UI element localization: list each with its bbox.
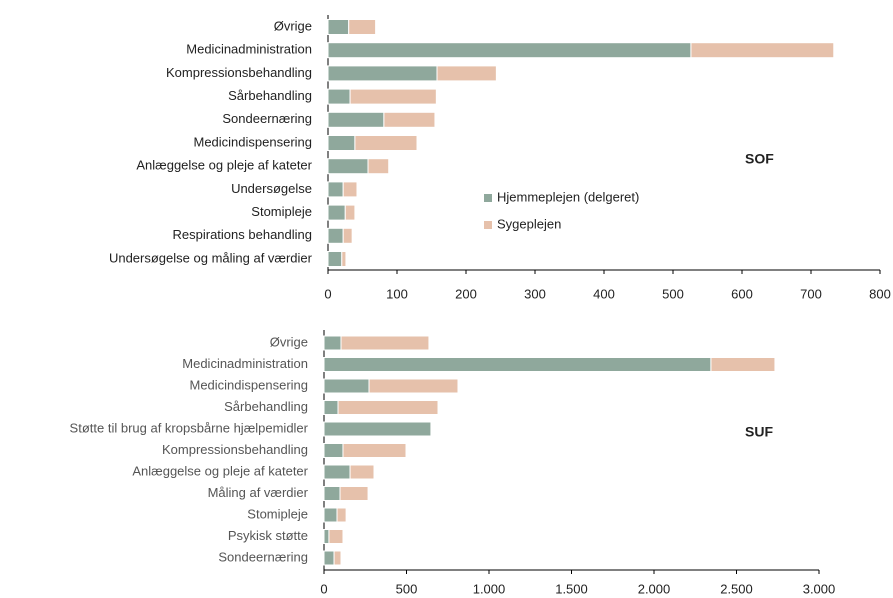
bar-segment	[341, 251, 347, 267]
bar-segment	[336, 507, 347, 523]
category-label: Øvrige	[270, 334, 308, 349]
bar-segment	[333, 550, 342, 566]
bar-segment	[323, 400, 339, 415]
x-tick-label: 800	[869, 286, 891, 301]
bar-chart: 0 500 1.000 1.500 2.000 2.500 3.000 Øvrige Medic…	[70, 330, 836, 596]
category-label: Støtte til brug af kropsbårne hjælpemidl…	[70, 420, 309, 435]
bar-segment	[327, 158, 369, 175]
x-tick-label: 1.000	[473, 581, 506, 596]
bar-segment	[323, 529, 330, 544]
bar-segment	[690, 42, 835, 59]
bar-chart: 0 100 200 300 400 500 600 700 800 Øvrige Medicinad…	[109, 15, 891, 301]
bar-segment	[327, 65, 438, 82]
bar-segment	[436, 65, 497, 82]
bar-segment	[327, 227, 344, 244]
bar-segment	[327, 88, 351, 105]
x-tick-label: 300	[524, 286, 546, 301]
legend-swatch	[484, 221, 492, 229]
category-label: Sondeernæring	[222, 111, 312, 126]
bar-segment	[368, 378, 459, 394]
x-tick-label: 0	[320, 581, 327, 596]
category-label: Sondeernæring	[218, 549, 308, 564]
category-label: Undersøgelse og måling af værdier	[109, 250, 313, 265]
bar-segment	[323, 357, 712, 372]
bar-segment	[342, 181, 358, 198]
bar-segment	[349, 88, 437, 105]
category-label: Kompressionsbehandling	[166, 65, 312, 80]
bar-segment	[710, 357, 776, 372]
category-label: Medicindispensering	[193, 134, 312, 149]
bar-segment	[323, 486, 341, 501]
x-tick-label: 500	[396, 581, 418, 596]
category-label: Anlæggelse og pleje af kateter	[132, 463, 308, 478]
category-label: Respirations behandling	[173, 227, 312, 242]
bar-segment	[327, 19, 350, 35]
category-label: Sårbehandling	[224, 399, 308, 414]
annotation: SOF	[745, 151, 774, 167]
category-label: Kompressionsbehandling	[162, 442, 308, 457]
bar-segment	[323, 507, 338, 523]
bar-segment	[342, 227, 353, 244]
category-label: Undersøgelse	[231, 181, 312, 196]
x-tick-label: 2.000	[638, 581, 671, 596]
x-tick-label: 3.000	[803, 581, 836, 596]
bar-segment	[354, 135, 418, 151]
bar-segment	[383, 111, 436, 128]
bar-segment	[328, 529, 344, 544]
bar-segment	[323, 378, 370, 394]
x-tick-label: 600	[731, 286, 753, 301]
x-tick-label: 700	[800, 286, 822, 301]
bar-segment	[327, 135, 356, 151]
x-tick-label: 500	[662, 286, 684, 301]
bar-segment	[342, 443, 407, 458]
category-label: Medicindispensering	[189, 377, 308, 392]
legend-label: Hjemmeplejen (delgeret)	[497, 189, 639, 204]
category-label: Måling af værdier	[208, 485, 309, 500]
legend-swatch	[484, 194, 492, 202]
bar-segment	[323, 443, 344, 458]
bar-segment	[344, 204, 356, 221]
category-label: Stomipleje	[251, 204, 312, 219]
bar-segment	[323, 421, 432, 437]
bar-segment	[337, 400, 439, 415]
bar-segment	[323, 550, 335, 566]
bar-segment	[349, 464, 375, 480]
x-tick-label: 1.500	[555, 581, 588, 596]
bar-segment	[367, 158, 390, 175]
bar-segment	[327, 251, 343, 267]
category-label: Stomipleje	[247, 506, 308, 521]
x-tick-label: 200	[455, 286, 477, 301]
category-label: Medicinadministration	[182, 356, 308, 371]
category-label: Sårbehandling	[228, 88, 312, 103]
x-tick-label: 100	[386, 286, 408, 301]
bar-segment	[327, 181, 344, 198]
bar-segment	[339, 486, 369, 501]
category-label: Anlæggelse og pleje af kateter	[136, 158, 312, 173]
annotation: SUF	[745, 424, 773, 440]
x-tick-label: 400	[593, 286, 615, 301]
bar-segment	[323, 335, 342, 351]
bar-segment	[327, 204, 346, 221]
category-label: Psykisk støtte	[228, 528, 308, 543]
bar-segment	[348, 19, 377, 35]
bar-segment	[327, 42, 692, 59]
bar-segment	[327, 111, 385, 128]
legend-label: Sygeplejen	[497, 216, 561, 231]
bar-segment	[323, 464, 351, 480]
category-label: Øvrige	[274, 18, 312, 33]
bar-segment	[340, 335, 430, 351]
x-tick-label: 2.500	[720, 581, 753, 596]
x-tick-label: 0	[324, 286, 331, 301]
category-label: Medicinadministration	[186, 42, 312, 57]
